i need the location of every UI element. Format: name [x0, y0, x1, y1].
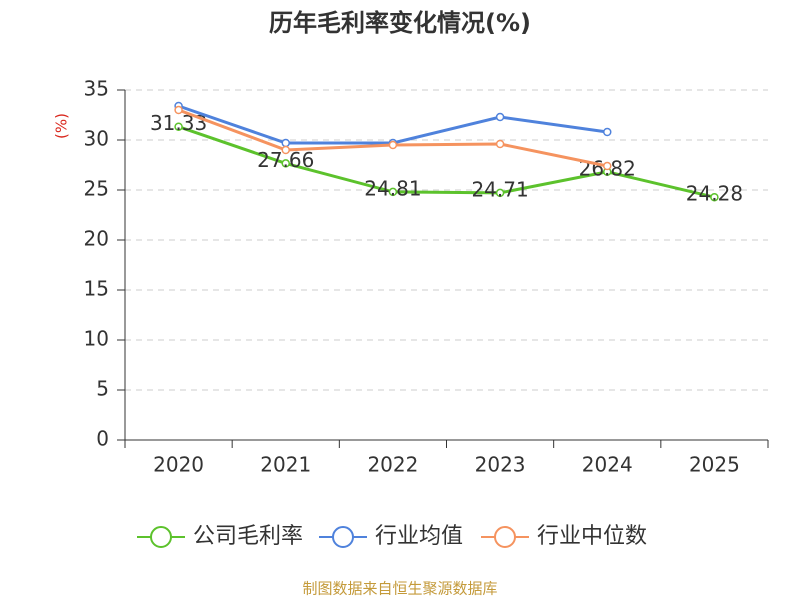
series-line [178, 108, 608, 168]
legend-marker [494, 526, 516, 548]
legend-marker [332, 526, 354, 548]
data-point [174, 122, 183, 131]
series-line [178, 104, 608, 145]
x-tick-label: 2024 [582, 453, 633, 477]
data-label: 24.81 [364, 176, 421, 200]
y-tick-label: 5 [96, 377, 109, 401]
data-point [603, 161, 612, 171]
series-line [178, 125, 715, 199]
footer: 制图数据来自恒生聚源数据库 [302, 580, 497, 598]
data-label: 31.33 [150, 111, 207, 135]
data-point [388, 140, 398, 150]
y-tick-label: 30 [84, 127, 109, 151]
legend-label: 行业均值 [375, 524, 463, 549]
data-label: 24.71 [471, 177, 528, 201]
y-tick-label: 10 [84, 327, 109, 351]
data-point [603, 127, 612, 137]
legend-marker [150, 526, 172, 548]
y-axis-label: (%) [53, 113, 71, 139]
data-point [281, 138, 290, 148]
x-tick-label: 2025 [689, 453, 740, 477]
data-point [710, 192, 719, 202]
data-label: 24.28 [686, 182, 743, 206]
y-tick-label: 0 [96, 427, 109, 451]
data-point [495, 112, 505, 122]
legend-label: 行业中位数 [537, 524, 647, 549]
chart-title: 历年毛利率变化情况(%) [269, 9, 531, 37]
x-tick-label: 2021 [260, 453, 311, 477]
data-point [281, 145, 290, 155]
y-tick-label: 25 [84, 177, 109, 201]
y-tick-label: 35 [84, 77, 109, 101]
data-point [174, 105, 183, 115]
data-point [495, 139, 505, 149]
y-tick-label: 15 [84, 277, 109, 301]
data-point [388, 187, 398, 197]
y-tick-label: 20 [84, 227, 109, 251]
data-point [281, 159, 290, 168]
x-tick-label: 2023 [475, 453, 526, 477]
x-tick-label: 2022 [367, 453, 418, 477]
x-tick-label: 2020 [153, 453, 204, 477]
legend-label: 公司毛利率 [193, 524, 303, 549]
data-point [495, 188, 505, 198]
